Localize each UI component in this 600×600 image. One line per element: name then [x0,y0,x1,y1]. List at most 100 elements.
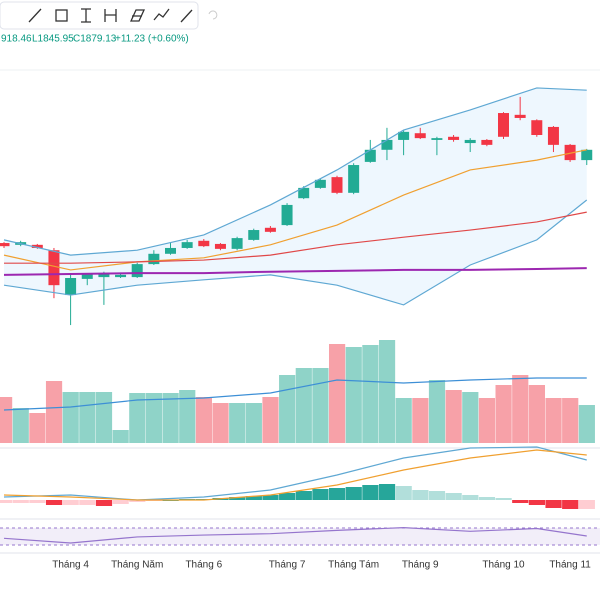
candle-body [414,133,426,139]
volume-bar [312,368,329,443]
volume-bar [245,403,262,443]
volume-bar [462,392,479,443]
volume-bar [345,347,362,443]
tool-rect[interactable] [55,9,68,22]
candle-body [264,227,276,232]
volume-bar [279,375,296,443]
macd-bar [229,497,246,500]
volume-bar [112,430,129,443]
macd-bar [412,490,429,500]
volume-bar [445,390,462,443]
redo[interactable] [208,10,218,20]
volume-bar [45,381,63,443]
toolbar-box [0,1,199,30]
volume-bar [562,398,579,443]
macd-bar [95,500,113,506]
toolbar [0,1,218,30]
macd-bar [578,500,595,509]
volume-bar [29,413,46,443]
volume-bar [512,375,529,443]
overlay-line [3,87,587,256]
volume-bar [262,397,279,443]
candle-body [398,131,410,140]
overlay-line [3,199,588,306]
macd-bar [512,500,529,503]
candle-body [364,149,376,162]
candle-body [231,238,243,249]
macd-bar [245,496,262,500]
overlay-line [3,149,587,271]
volume-bar [212,403,229,443]
macd-bar [445,493,462,500]
macd-line [3,449,587,501]
volume-bar [162,393,179,443]
close: C1879.13 [73,34,117,45]
candle-body [531,120,543,135]
open: 918.46 [1,34,32,45]
bollinger-fill [4,87,587,305]
volume-bar [378,340,396,443]
candle-body [464,139,476,144]
candle-body [131,264,143,278]
candle-body [314,179,326,188]
macd-bar [112,500,129,504]
x-tick-label: Tháng 7 [269,560,306,571]
candle-body [331,177,343,193]
candle-body [448,136,460,140]
tool-pattern[interactable] [129,9,146,22]
x-tick-label: Tháng Tám [328,560,379,571]
rsi-band [0,528,600,545]
overlay-line [4,211,587,264]
candle-body [0,243,10,247]
volume-bar [362,345,379,443]
tool-path[interactable] [153,8,170,21]
tool-brush[interactable] [180,9,193,23]
macd-line [3,446,587,501]
volume-bar [62,392,79,443]
macd-bar [312,489,329,500]
candle-body [98,273,110,278]
tool-text[interactable] [81,8,91,23]
volume-bar [95,392,113,443]
x-tick-label: Tháng Năm [111,560,163,571]
volume-bar [229,403,246,443]
candle-body [65,278,77,296]
tool-measure[interactable] [104,9,117,22]
candle-body [165,247,176,254]
low: L1845.95 [32,34,74,45]
macd-bar [462,495,479,500]
candle-body [81,273,93,279]
tool-line[interactable] [28,8,42,23]
candle-body [31,244,43,248]
volume-bar [195,397,212,443]
volume-bar [12,408,29,443]
macd-bar [428,491,446,500]
macd-bar [62,500,79,505]
volume-bar [0,397,13,443]
macd-bar [395,486,412,500]
candle-body [431,138,443,140]
candle-body [581,149,593,161]
macd-bar [545,500,562,508]
x-tick-label: Tháng 4 [52,560,89,571]
macd-bar [45,500,63,505]
macd-bar [378,484,396,500]
x-tick-label: Tháng 6 [185,560,222,571]
candle-body [248,230,260,240]
macd-bar [12,500,29,503]
volume-bar [412,398,429,443]
volume-bar [545,398,562,443]
macd-bar [362,485,379,500]
candle-body [348,165,360,193]
macd-bar [345,487,362,500]
macd-bar [295,491,312,500]
volume-ma [3,377,587,411]
macd-bar [79,500,96,505]
volume-bar [179,390,196,443]
volume-bar [528,385,545,443]
x-tick-label: Tháng 10 [482,560,525,571]
macd-bar [29,500,46,503]
macd-bar [279,493,296,500]
macd-bar [0,500,13,503]
